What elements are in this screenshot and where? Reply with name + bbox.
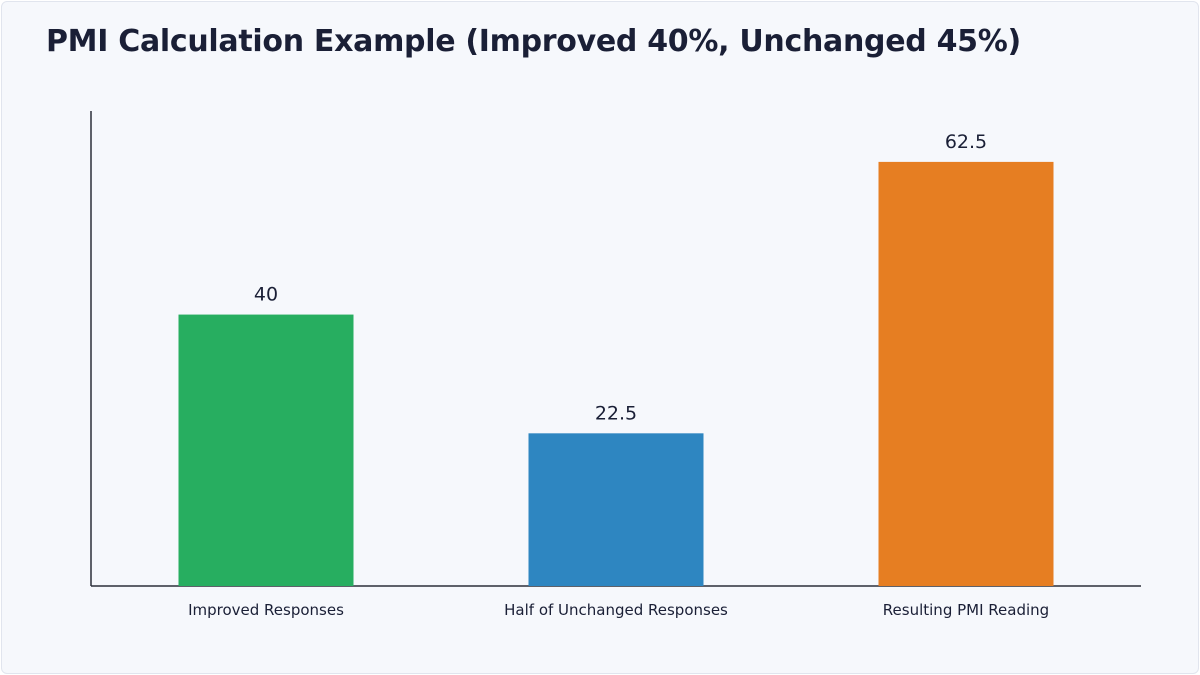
category-label-improved: Improved Responses	[188, 601, 344, 619]
category-label-half-unchanged: Half of Unchanged Responses	[504, 601, 728, 619]
value-label-pmi-reading: 62.5	[945, 131, 987, 153]
category-label-pmi-reading: Resulting PMI Reading	[883, 601, 1049, 619]
bar-half-unchanged	[528, 433, 704, 586]
chart-title: PMI Calculation Example (Improved 40%, U…	[46, 24, 1021, 59]
value-label-improved: 40	[254, 284, 278, 306]
bar-pmi-reading	[878, 161, 1054, 586]
value-label-half-unchanged: 22.5	[595, 402, 637, 424]
bar-improved	[178, 314, 354, 586]
